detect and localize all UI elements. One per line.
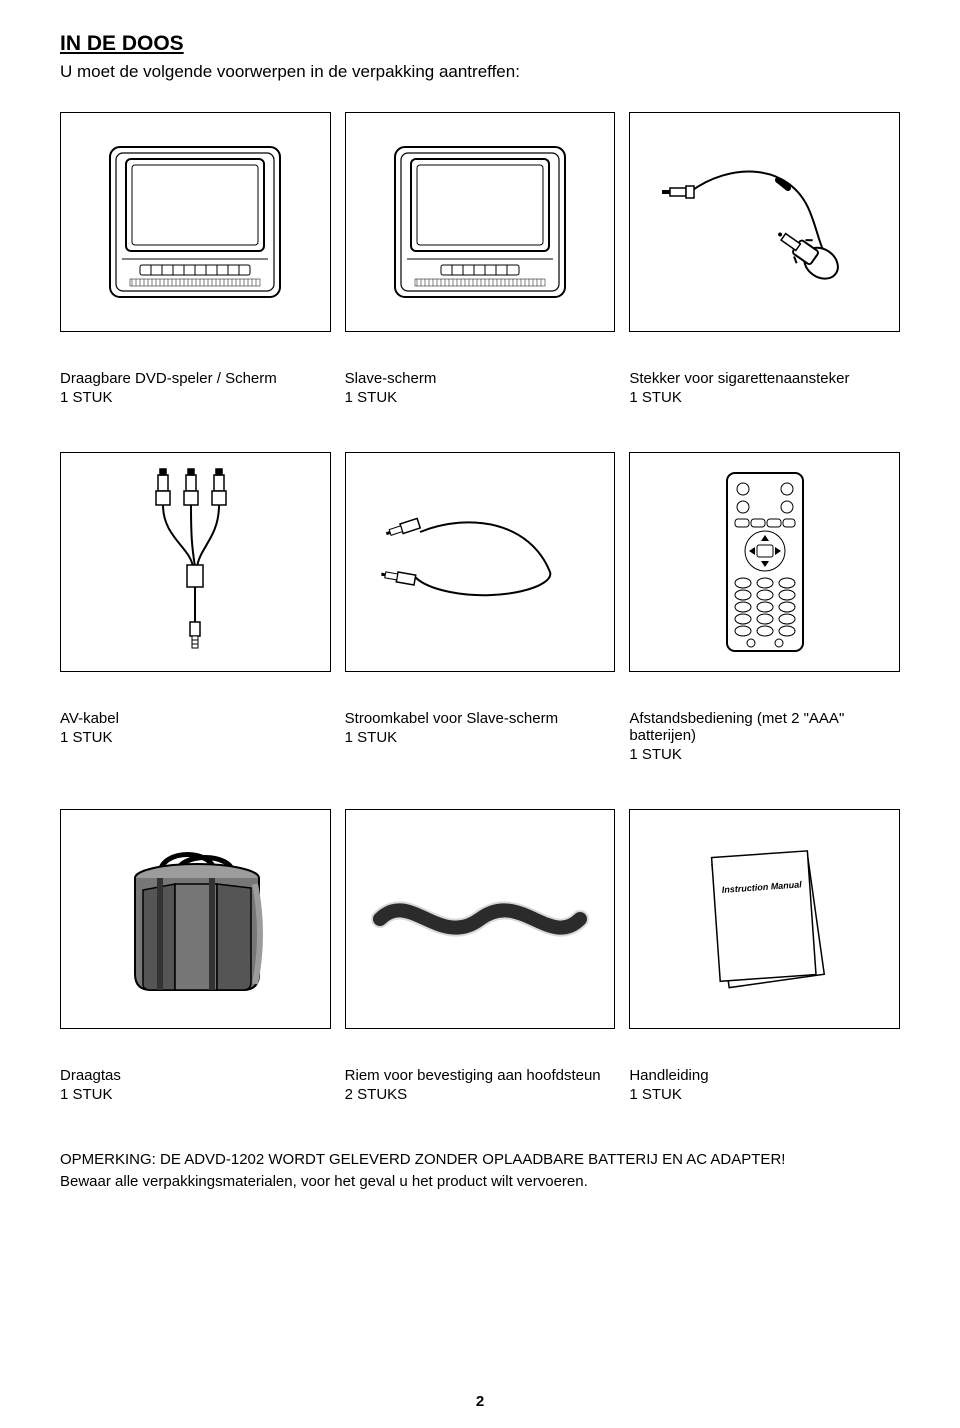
note-line-1: OPMERKING: DE ADVD-1202 WORDT GELEVERD Z… xyxy=(60,1149,900,1171)
bag-icon xyxy=(105,834,285,1004)
caption-name: Draagtas xyxy=(60,1067,331,1084)
row-1: Draagbare DVD-speler / Scherm 1 STUK Sla… xyxy=(60,112,900,406)
cell-manual: Instruction Manual xyxy=(629,809,900,1029)
caption-qty: 1 STUK xyxy=(345,729,616,746)
caption-name: AV-kabel xyxy=(60,710,331,727)
cell-slave-screen xyxy=(345,112,616,332)
cell-dvd-player xyxy=(60,112,331,332)
row-2: AV-kabel 1 STUK Stroomkabel voor Slave-s… xyxy=(60,452,900,763)
caption-qty: 1 STUK xyxy=(629,746,900,763)
cell-remote xyxy=(629,452,900,672)
caption-qty: 1 STUK xyxy=(60,1086,331,1103)
caption-name: Riem voor bevestiging aan hoofdsteun xyxy=(345,1067,616,1084)
note-line-2: Bewaar alle verpakkingsmaterialen, voor … xyxy=(60,1171,900,1193)
caption-name: Stroomkabel voor Slave-scherm xyxy=(345,710,616,727)
car-charger-icon xyxy=(660,152,870,292)
cell-car-charger xyxy=(629,112,900,332)
caption-name: Draagbare DVD-speler / Scherm xyxy=(60,370,331,387)
caption-qty: 2 STUKS xyxy=(345,1086,616,1103)
caption-qty: 1 STUK xyxy=(629,1086,900,1103)
cell-power-cable xyxy=(345,452,616,672)
caption-qty: 1 STUK xyxy=(629,389,900,406)
row-3: Instruction Manual Draagtas 1 STUK Riem … xyxy=(60,809,900,1103)
caption-name: Afstandsbediening (met 2 "AAA" batterije… xyxy=(629,710,900,744)
caption-name: Handleiding xyxy=(629,1067,900,1084)
caption-qty: 1 STUK xyxy=(60,389,331,406)
caption-name: Slave-scherm xyxy=(345,370,616,387)
dvd-player-icon xyxy=(100,137,290,307)
power-cable-icon xyxy=(370,502,590,622)
page-subtitle: U moet de volgende voorwerpen in de verp… xyxy=(60,62,900,82)
footer-note: OPMERKING: DE ADVD-1202 WORDT GELEVERD Z… xyxy=(60,1149,900,1193)
strap-icon xyxy=(370,879,590,959)
caption-qty: 1 STUK xyxy=(60,729,331,746)
remote-icon xyxy=(715,467,815,657)
cell-bag xyxy=(60,809,331,1029)
caption-qty: 1 STUK xyxy=(345,389,616,406)
manual-icon: Instruction Manual xyxy=(680,834,850,1004)
cell-strap xyxy=(345,809,616,1029)
page-title: IN DE DOOS xyxy=(60,32,900,56)
av-cable-icon xyxy=(120,467,270,657)
slave-screen-icon xyxy=(385,137,575,307)
page-number: 2 xyxy=(0,1393,960,1410)
cell-av-cable xyxy=(60,452,331,672)
caption-name: Stekker voor sigarettenaansteker xyxy=(629,370,900,387)
